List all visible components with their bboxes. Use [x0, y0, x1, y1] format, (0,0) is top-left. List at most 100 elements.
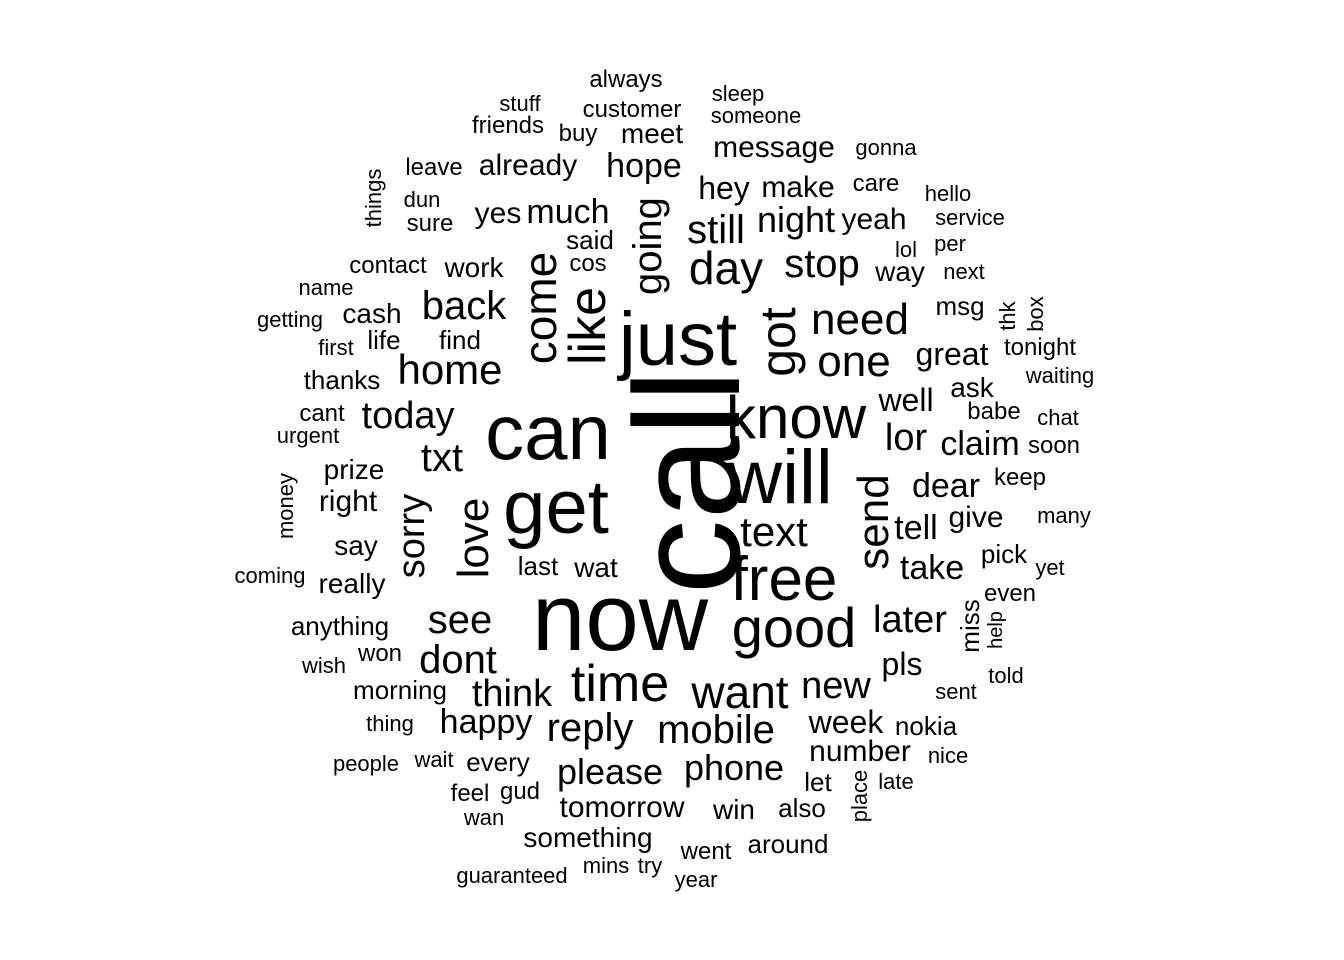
word-great: great [915, 336, 989, 372]
word-send: send [849, 474, 898, 570]
word-let: let [804, 767, 832, 797]
word-chat: chat [1037, 405, 1079, 430]
word-dear: dear [911, 467, 981, 505]
word-sleep: sleep [711, 81, 765, 106]
word-will: will [727, 435, 833, 520]
word-tonight: tonight [1003, 334, 1077, 361]
word-wan: wan [463, 805, 505, 830]
word-gonna: gonna [855, 135, 917, 160]
word-msg: msg [935, 291, 985, 321]
word-yes: yes [474, 197, 522, 230]
word-find: find [439, 325, 481, 355]
word-guaranteed: guaranteed [456, 863, 568, 888]
word-per: per [934, 231, 966, 256]
word-getting: getting [256, 307, 324, 332]
word-waiting: waiting [1025, 363, 1095, 388]
word-text: text [740, 508, 808, 555]
word-prize: prize [323, 454, 385, 485]
word-said: said [566, 225, 614, 255]
word-good: good [731, 596, 857, 659]
word-sent: sent [935, 679, 977, 704]
word-life: life [367, 325, 401, 355]
word-mobile: mobile [657, 708, 775, 752]
word-new: new [801, 665, 871, 707]
word-went: went [680, 838, 732, 865]
word-even: even [983, 580, 1037, 607]
word-money: money [273, 472, 298, 540]
word-cash: cash [342, 298, 402, 329]
word-way: way [875, 256, 925, 287]
word-gud: gud [499, 778, 541, 805]
word-someone: someone [710, 103, 802, 128]
word-work: work [444, 252, 504, 283]
word-home: home [397, 346, 503, 393]
word-want: want [691, 666, 789, 718]
word-love: love [449, 497, 498, 579]
word-box: box [1023, 296, 1048, 332]
word-feel: feel [450, 780, 490, 807]
word-late: late [878, 769, 914, 794]
word-reply: reply [546, 706, 634, 750]
word-need: need [811, 295, 909, 344]
word-thing: thing [366, 711, 414, 736]
word-night: night [756, 199, 836, 240]
word-hello: hello [924, 181, 972, 206]
word-wish: wish [301, 653, 347, 678]
word-people: people [332, 751, 400, 776]
word-yeah: yeah [841, 203, 907, 236]
word-lol: lol [894, 237, 918, 262]
word-right: right [318, 485, 378, 518]
word-back: back [421, 284, 507, 328]
word-today: today [361, 395, 455, 437]
word-one: one [817, 337, 891, 386]
word-now: now [531, 564, 709, 671]
word-txt: txt [420, 436, 464, 480]
word-still: still [687, 208, 745, 252]
word-miss: miss [955, 599, 985, 653]
word-get: get [503, 465, 609, 550]
word-ask: ask [950, 372, 994, 403]
word-morning: morning [353, 675, 447, 705]
word-please: please [556, 751, 664, 792]
word-number: number [809, 735, 911, 768]
word-service: service [935, 205, 1005, 230]
word-stuff: stuff [499, 91, 541, 116]
word-hey: hey [698, 170, 750, 206]
word-dont: dont [419, 638, 497, 682]
word-think: think [471, 673, 553, 715]
word-try: try [637, 853, 663, 878]
word-every: every [466, 747, 530, 777]
word-yet: yet [1035, 555, 1065, 580]
word-going: going [626, 197, 670, 295]
word-wat: wat [574, 552, 618, 583]
word-got: got [750, 307, 806, 377]
word-care: care [852, 170, 900, 197]
word-dun: dun [403, 187, 441, 212]
word-well: well [878, 382, 934, 418]
word-contact: contact [349, 252, 427, 279]
word-anything: anything [290, 611, 390, 641]
word-friends: friends [471, 112, 545, 139]
word-take: take [899, 549, 965, 587]
word-customer: customer [582, 96, 682, 123]
word-next: next [943, 259, 985, 284]
word-tell: tell [894, 509, 938, 547]
word-pls: pls [881, 646, 923, 682]
word-something: something [523, 822, 653, 853]
word-just: just [618, 297, 738, 382]
word-day: day [688, 242, 764, 294]
word-mins: mins [582, 853, 630, 878]
word-like: like [559, 286, 617, 366]
word-already: already [478, 149, 578, 182]
word-leave: leave [405, 154, 463, 181]
word-lor: lor [884, 417, 928, 459]
word-see: see [427, 598, 493, 642]
word-time: time [570, 655, 670, 713]
word-first: first [318, 335, 354, 360]
word-later: later [873, 599, 947, 641]
word-phone: phone [683, 747, 785, 788]
word-things: things [361, 168, 386, 228]
word-make: make [761, 171, 835, 204]
word-come: come [514, 251, 566, 365]
